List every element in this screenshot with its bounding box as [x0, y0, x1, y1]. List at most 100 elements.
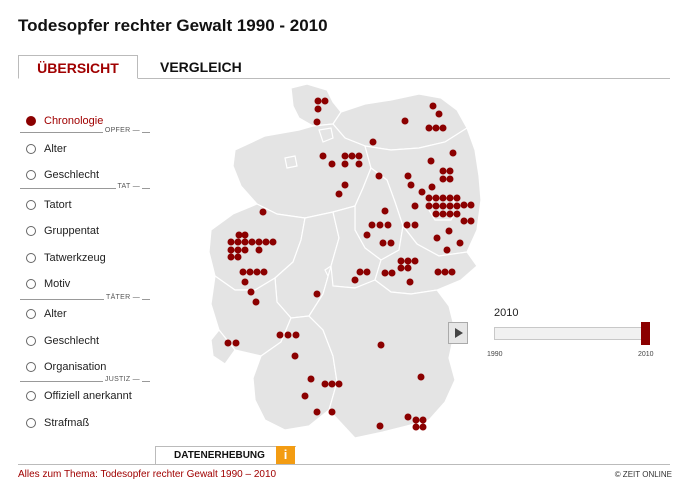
victim-marker[interactable]: [375, 172, 383, 180]
victim-marker[interactable]: [341, 181, 349, 189]
victim-marker[interactable]: [387, 239, 395, 247]
victim-marker[interactable]: [241, 238, 249, 246]
option-taeter-geschlecht[interactable]: Geschlecht: [26, 332, 99, 350]
victim-marker[interactable]: [439, 175, 447, 183]
victim-marker[interactable]: [439, 202, 447, 210]
victim-marker[interactable]: [341, 160, 349, 168]
state-bremen[interactable]: [284, 155, 298, 169]
victim-marker[interactable]: [355, 152, 363, 160]
option-taeter-alter[interactable]: Alter: [26, 305, 67, 323]
option-gruppentat[interactable]: Gruppentat: [26, 222, 99, 240]
radio-icon[interactable]: [26, 279, 36, 289]
info-icon[interactable]: i: [276, 446, 295, 464]
victim-marker[interactable]: [227, 238, 235, 246]
victim-marker[interactable]: [453, 210, 461, 218]
victim-marker[interactable]: [433, 234, 441, 242]
victim-marker[interactable]: [419, 423, 427, 431]
victim-marker[interactable]: [446, 175, 454, 183]
victim-marker[interactable]: [348, 152, 356, 160]
victim-marker[interactable]: [446, 210, 454, 218]
victim-marker[interactable]: [369, 138, 377, 146]
victim-marker[interactable]: [239, 268, 247, 276]
victim-marker[interactable]: [419, 416, 427, 424]
radio-icon[interactable]: [26, 362, 36, 372]
victim-marker[interactable]: [456, 239, 464, 247]
victim-marker[interactable]: [252, 298, 260, 306]
victim-marker[interactable]: [260, 268, 268, 276]
victim-marker[interactable]: [401, 117, 409, 125]
victim-marker[interactable]: [397, 257, 405, 265]
option-opfer-alter[interactable]: Alter: [26, 140, 67, 158]
victim-marker[interactable]: [406, 278, 414, 286]
victim-marker[interactable]: [259, 208, 267, 216]
victim-marker[interactable]: [235, 231, 243, 239]
victim-marker[interactable]: [379, 239, 387, 247]
victim-marker[interactable]: [313, 290, 321, 298]
victim-marker[interactable]: [284, 331, 292, 339]
victim-marker[interactable]: [384, 221, 392, 229]
victim-marker[interactable]: [255, 246, 263, 254]
victim-marker[interactable]: [335, 190, 343, 198]
victim-marker[interactable]: [227, 246, 235, 254]
victim-marker[interactable]: [397, 264, 405, 272]
victim-marker[interactable]: [314, 97, 322, 105]
option-tatwerkzeug[interactable]: Tatwerkzeug: [26, 249, 106, 267]
victim-marker[interactable]: [307, 375, 315, 383]
victim-marker[interactable]: [460, 217, 468, 225]
victim-marker[interactable]: [439, 194, 447, 202]
radio-icon[interactable]: [26, 253, 36, 263]
victim-marker[interactable]: [319, 152, 327, 160]
victim-marker[interactable]: [321, 380, 329, 388]
victim-marker[interactable]: [381, 207, 389, 215]
option-motiv[interactable]: Motiv: [26, 275, 70, 293]
victim-marker[interactable]: [276, 331, 284, 339]
victim-marker[interactable]: [232, 339, 240, 347]
tab-overview[interactable]: ÜBERSICHT: [18, 55, 138, 79]
victim-marker[interactable]: [363, 268, 371, 276]
victim-marker[interactable]: [321, 97, 329, 105]
victim-marker[interactable]: [429, 102, 437, 110]
victim-marker[interactable]: [247, 288, 255, 296]
victim-marker[interactable]: [445, 227, 453, 235]
victim-marker[interactable]: [269, 238, 277, 246]
victim-marker[interactable]: [411, 221, 419, 229]
victim-marker[interactable]: [446, 202, 454, 210]
victim-marker[interactable]: [328, 380, 336, 388]
radio-icon[interactable]: [26, 336, 36, 346]
victim-marker[interactable]: [439, 124, 447, 132]
victim-marker[interactable]: [301, 392, 309, 400]
victim-marker[interactable]: [427, 157, 435, 165]
victim-marker[interactable]: [449, 149, 457, 157]
victim-marker[interactable]: [439, 167, 447, 175]
radio-icon[interactable]: [26, 200, 36, 210]
tab-compare[interactable]: VERGLEICH: [160, 59, 242, 75]
victim-marker[interactable]: [224, 339, 232, 347]
option-offiziell-anerkannt[interactable]: Offiziell anerkannt: [26, 387, 132, 405]
victim-marker[interactable]: [368, 221, 376, 229]
victim-marker[interactable]: [234, 253, 242, 261]
victim-marker[interactable]: [234, 238, 242, 246]
victim-marker[interactable]: [425, 202, 433, 210]
state-hamburg[interactable]: [318, 127, 334, 143]
victim-marker[interactable]: [376, 422, 384, 430]
victim-marker[interactable]: [313, 118, 321, 126]
victim-marker[interactable]: [428, 183, 436, 191]
victim-marker[interactable]: [446, 167, 454, 175]
victim-marker[interactable]: [412, 423, 420, 431]
victim-marker[interactable]: [234, 246, 242, 254]
option-tatort[interactable]: Tatort: [26, 196, 72, 214]
victim-marker[interactable]: [313, 408, 321, 416]
victim-marker[interactable]: [404, 257, 412, 265]
victim-marker[interactable]: [377, 341, 385, 349]
victim-marker[interactable]: [341, 152, 349, 160]
victim-marker[interactable]: [425, 194, 433, 202]
option-opfer-geschlecht[interactable]: Geschlecht: [26, 166, 99, 184]
victim-marker[interactable]: [417, 373, 425, 381]
victim-marker[interactable]: [241, 231, 249, 239]
victim-marker[interactable]: [434, 268, 442, 276]
victim-marker[interactable]: [446, 194, 454, 202]
victim-marker[interactable]: [335, 380, 343, 388]
radio-icon[interactable]: [26, 226, 36, 236]
victim-marker[interactable]: [246, 268, 254, 276]
victim-marker[interactable]: [227, 253, 235, 261]
